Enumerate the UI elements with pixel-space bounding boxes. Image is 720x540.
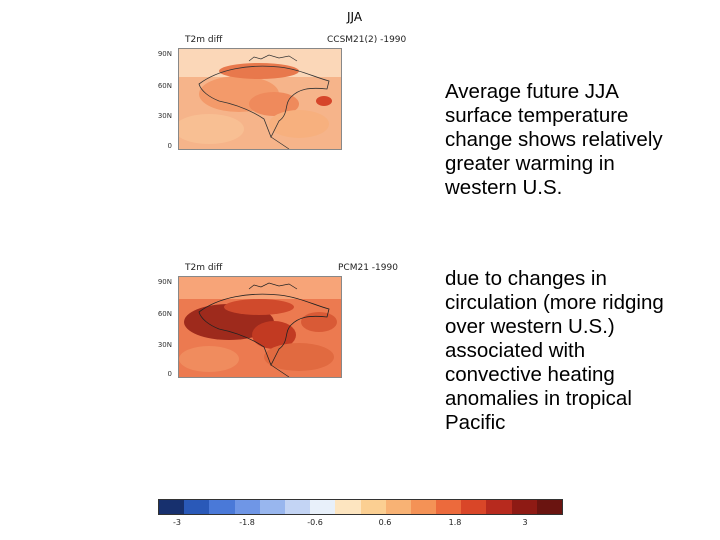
colorbar-label-neg0-6: -0.6 (307, 518, 323, 527)
panel-2-lat-0: 0 (167, 370, 172, 378)
panel-2-lat-60n: 60N (157, 310, 172, 318)
panel-2-lat-90n: 90N (157, 278, 172, 286)
panel-2-lat-30n: 30N (157, 341, 172, 349)
colorbar-label-1-8: 1.8 (448, 518, 462, 527)
panel-1-variable: T2m diff (185, 35, 223, 45)
colorbar-label-3: 3 (522, 518, 528, 527)
panel-1-lat-0: 0 (167, 142, 172, 150)
colorbar-swatch-10 (410, 500, 437, 514)
colorbar-swatch-12 (461, 500, 487, 514)
colorbar (158, 499, 563, 515)
panel-1-run-label: CCSM21(2) -1990 (327, 35, 407, 45)
colorbar-swatch-2 (209, 500, 235, 514)
colorbar-swatch-15 (536, 500, 562, 514)
colorbar-swatch-8 (360, 500, 386, 514)
panel-1-temperature-map (178, 48, 342, 150)
description-paragraph-2: due to changes in circulation (more ridg… (445, 267, 664, 434)
description-paragraph-1: Average future JJA surface temperature c… (445, 80, 663, 199)
colorbar-swatch-0 (159, 500, 185, 514)
panel-1-lat-60n: 60N (157, 82, 172, 90)
panel-2-temperature-map (178, 276, 342, 378)
panel-1-map-svg (179, 49, 341, 149)
panel-1-lat-90n: 90N (157, 50, 172, 58)
colorbar-swatch-1 (184, 500, 210, 514)
colorbar-swatch-6 (310, 500, 336, 514)
season-title: JJA (347, 10, 363, 24)
colorbar-swatch-3 (234, 500, 260, 514)
colorbar-swatch-7 (335, 500, 361, 514)
colorbar-label-neg1-8: -1.8 (239, 518, 255, 527)
colorbar-swatch-9 (385, 500, 411, 514)
panel-2-map-svg (179, 277, 341, 377)
panel-2-variable: T2m diff (185, 263, 223, 273)
colorbar-swatch-13 (486, 500, 512, 514)
panel-2-run-label: PCM21 -1990 (338, 263, 398, 273)
panel-1-lat-30n: 30N (157, 112, 172, 120)
colorbar-swatch-4 (259, 500, 285, 514)
colorbar-swatch-5 (284, 500, 311, 514)
colorbar-swatch-11 (436, 500, 462, 514)
colorbar-label-0-6: 0.6 (378, 518, 392, 527)
colorbar-label-neg3: -3 (173, 518, 181, 527)
colorbar-swatch-14 (511, 500, 537, 514)
